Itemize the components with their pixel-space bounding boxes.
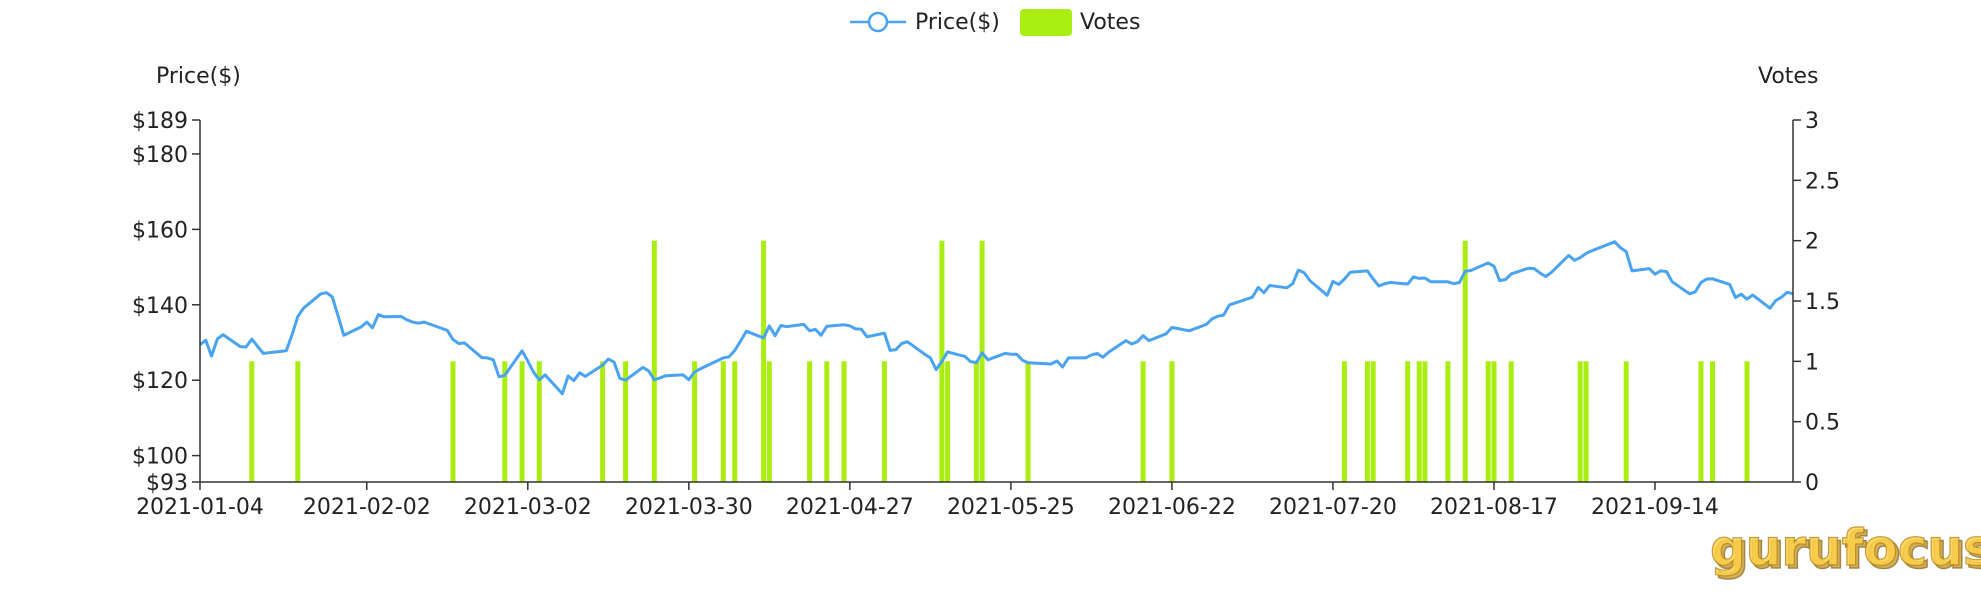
- legend-votes-label: Votes: [1080, 10, 1140, 35]
- x-tick-label: 2021-04-27: [786, 495, 914, 520]
- vote-bar: [1698, 361, 1704, 482]
- vote-bar: [295, 361, 301, 482]
- votes-bars: [249, 240, 1750, 482]
- right-tick-label: 2.5: [1805, 169, 1840, 194]
- price-line-layer: [199, 240, 1794, 396]
- right-tick-label: 0.5: [1805, 411, 1840, 436]
- vote-bar: [766, 361, 772, 482]
- vote-bar: [651, 240, 657, 482]
- vote-bar: [881, 361, 887, 482]
- vote-bar: [807, 361, 813, 482]
- x-tick-label: 2021-02-02: [303, 495, 431, 520]
- right-tick-label: 1.5: [1805, 290, 1840, 315]
- vote-bar: [249, 361, 255, 482]
- legend-votes-swatch: [1020, 9, 1072, 36]
- x-tick-label: 2021-09-14: [1591, 495, 1719, 520]
- vote-bar: [623, 361, 629, 482]
- vote-bar: [732, 361, 738, 482]
- vote-bar: [1508, 361, 1514, 482]
- vote-bar: [1445, 361, 1451, 482]
- x-tick-label: 2021-05-25: [947, 495, 1075, 520]
- vote-bar: [761, 240, 767, 482]
- vote-bar: [1405, 361, 1411, 482]
- vote-bar: [1169, 361, 1175, 482]
- right-tick-label: 2: [1805, 230, 1819, 255]
- vote-bar: [1462, 240, 1468, 482]
- vote-bar: [1341, 361, 1347, 482]
- vote-bar: [1623, 361, 1629, 482]
- axes: $93$100 $120 $140 $160 $180 $189 0 0.5 1 1.5 2 2.5 3…: [132, 109, 1840, 520]
- left-tick-label: $120: [132, 369, 188, 394]
- x-tick-label: 2021-03-02: [464, 495, 592, 520]
- left-tick-label: $93: [146, 471, 188, 496]
- vote-bar: [1416, 361, 1422, 482]
- left-tick-label: $100: [132, 445, 188, 470]
- legend-price-marker: [867, 11, 889, 33]
- left-tick-label: $160: [132, 218, 188, 243]
- vote-bar: [1583, 361, 1589, 482]
- vote-bar: [1491, 361, 1497, 482]
- vote-bar: [1370, 361, 1376, 482]
- x-tick-label: 2021-06-22: [1108, 495, 1236, 520]
- left-tick-label: $189: [132, 109, 188, 134]
- legend-price-label: Price($): [915, 10, 1000, 35]
- vote-bar: [720, 361, 726, 482]
- right-tick-label: 3: [1805, 109, 1819, 134]
- vote-bar: [1744, 361, 1750, 482]
- right-tick-label: 0: [1805, 471, 1819, 496]
- vote-bar: [536, 361, 542, 482]
- watermark-shadow: gurufocus: [1713, 522, 1981, 580]
- vote-bar: [979, 240, 985, 482]
- gurufocus-logo: gurufocus gurufocus: [1709, 518, 1981, 580]
- vote-bar: [692, 361, 698, 482]
- x-tick-label: 2021-08-17: [1430, 495, 1558, 520]
- vote-bar: [1422, 361, 1428, 482]
- vote-bar: [824, 361, 830, 482]
- left-tick-label: $180: [132, 143, 188, 168]
- vote-bar: [1485, 361, 1491, 482]
- vote-bar: [1710, 361, 1715, 482]
- vote-bar: [841, 361, 847, 482]
- vote-bar: [1577, 361, 1583, 482]
- vote-bar: [973, 361, 979, 482]
- vote-bar: [945, 361, 951, 482]
- left-tick-label: $140: [132, 294, 188, 319]
- right-tick-label: 1: [1805, 350, 1819, 375]
- right-axis-title: Votes: [1758, 64, 1818, 89]
- vote-bar: [1025, 361, 1031, 482]
- vote-bar: [600, 361, 606, 482]
- x-tick-label: 2021-03-30: [625, 495, 753, 520]
- vote-bar: [519, 361, 525, 482]
- vote-bar: [450, 361, 456, 482]
- vote-bar: [1140, 361, 1146, 482]
- left-axis-title: Price($): [156, 64, 241, 89]
- vote-bar: [1364, 361, 1370, 482]
- legend: Price($) Votes: [850, 9, 1140, 36]
- vote-bar: [502, 361, 508, 482]
- watermark-text: gurufocus: [1710, 519, 1981, 577]
- x-tick-label: 2021-07-20: [1269, 495, 1397, 520]
- x-tick-label: 2021-01-04: [136, 495, 264, 520]
- price-line: [199, 240, 1794, 396]
